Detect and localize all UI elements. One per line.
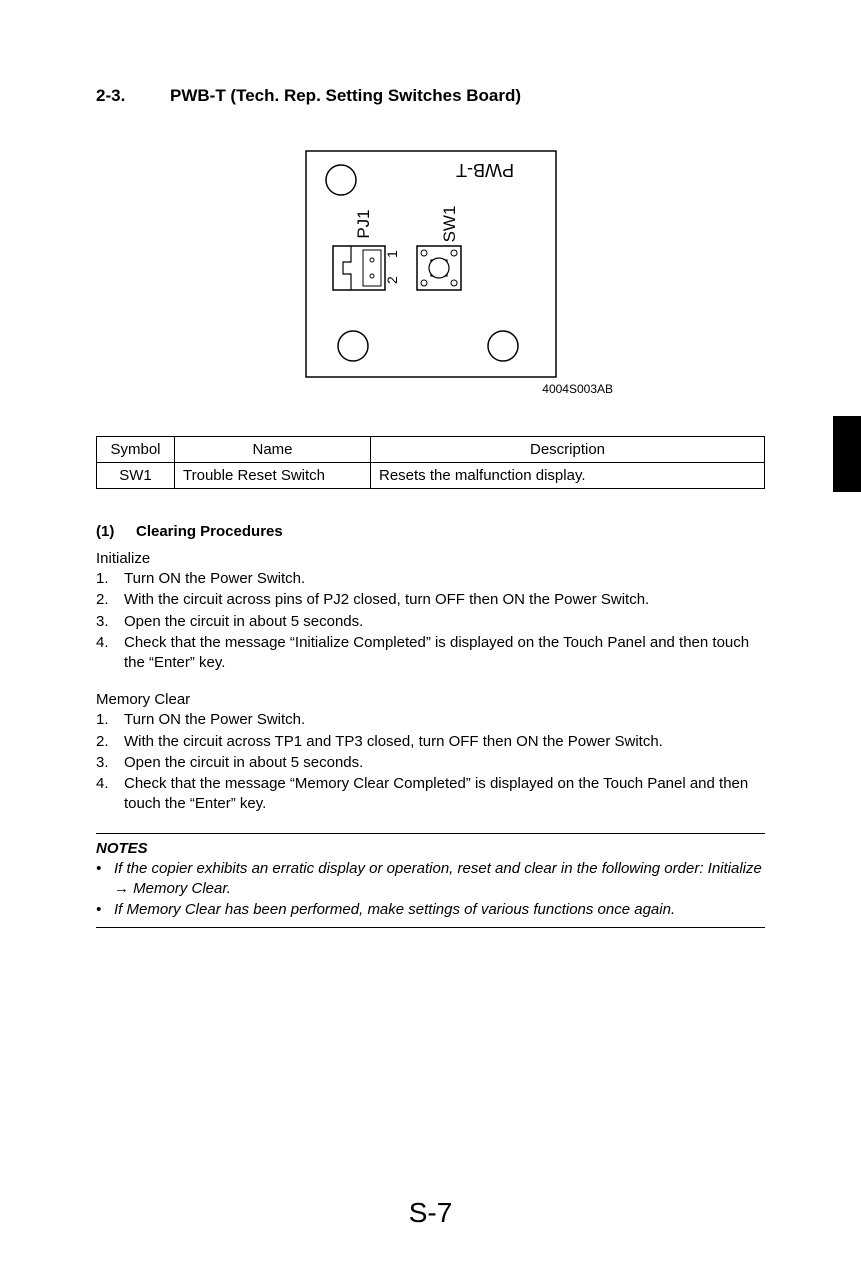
subheading: (1)Clearing Procedures (96, 523, 765, 540)
pj1-label-text: PJ1 (354, 209, 373, 238)
section-number: 2-3. (96, 86, 170, 106)
memory-clear-steps: 1.Turn ON the Power Switch. 2.With the c… (96, 710, 765, 814)
notes-list: •If the copier exhibits an erratic displ… (96, 859, 765, 921)
pj1-connector (333, 246, 385, 290)
list-item: 1.Turn ON the Power Switch. (96, 710, 765, 730)
note-text: If Memory Clear has been performed, make… (114, 901, 675, 918)
step-text: With the circuit across pins of PJ2 clos… (124, 591, 649, 608)
list-item: 1.Turn ON the Power Switch. (96, 569, 765, 589)
step-text: Open the circuit in about 5 seconds. (124, 754, 363, 771)
th-name: Name (175, 437, 371, 463)
board-label-text: PWB-T (456, 160, 514, 180)
note-text: If the copier exhibits an erratic displa… (114, 860, 762, 897)
pwb-t-svg: PWB-T PJ1 SW1 1 2 (305, 150, 557, 378)
initialize-steps: 1.Turn ON the Power Switch. 2.With the c… (96, 569, 765, 673)
list-item: 4.Check that the message “Initialize Com… (96, 633, 765, 674)
figure-code: 4004S003AB (542, 382, 613, 396)
list-item: 3.Open the circuit in about 5 seconds. (96, 753, 765, 773)
memory-clear-title: Memory Clear (96, 691, 765, 708)
section-title: PWB-T (Tech. Rep. Setting Switches Board… (170, 86, 521, 105)
page-content: 2-3.PWB-T (Tech. Rep. Setting Switches B… (0, 0, 861, 928)
list-item: 4.Check that the message “Memory Clear C… (96, 774, 765, 815)
subheading-title: Clearing Procedures (136, 523, 283, 540)
step-text: Turn ON the Power Switch. (124, 711, 305, 728)
sw1-switch (417, 246, 461, 290)
symbol-table: Symbol Name Description SW1 Trouble Rese… (96, 436, 765, 489)
section-heading: 2-3.PWB-T (Tech. Rep. Setting Switches B… (96, 86, 765, 106)
note-item: •If Memory Clear has been performed, mak… (96, 900, 765, 920)
td-name: Trouble Reset Switch (175, 463, 371, 489)
board-diagram: PWB-T PJ1 SW1 1 2 (96, 150, 765, 396)
list-item: 2.With the circuit across TP1 and TP3 cl… (96, 732, 765, 752)
th-symbol: Symbol (97, 437, 175, 463)
pin1-text: 1 (384, 250, 400, 258)
step-text: Open the circuit in about 5 seconds. (124, 613, 363, 630)
note-item: •If the copier exhibits an erratic displ… (96, 859, 765, 900)
initialize-title: Initialize (96, 550, 765, 567)
table-row: SW1 Trouble Reset Switch Resets the malf… (97, 463, 765, 489)
notes-block: NOTES •If the copier exhibits an erratic… (96, 833, 765, 929)
page-number: S-7 (0, 1197, 861, 1229)
subheading-number: (1) (96, 523, 136, 540)
step-text: Turn ON the Power Switch. (124, 570, 305, 587)
step-text: With the circuit across TP1 and TP3 clos… (124, 733, 663, 750)
pin2-text: 2 (384, 276, 400, 284)
th-description: Description (371, 437, 765, 463)
list-item: 2.With the circuit across pins of PJ2 cl… (96, 590, 765, 610)
td-symbol: SW1 (97, 463, 175, 489)
step-text: Check that the message “Initialize Compl… (124, 634, 749, 671)
sw1-label-text: SW1 (440, 206, 459, 243)
list-item: 3.Open the circuit in about 5 seconds. (96, 612, 765, 632)
side-tab (833, 416, 861, 492)
td-description: Resets the malfunction display. (371, 463, 765, 489)
notes-title: NOTES (96, 840, 765, 857)
step-text: Check that the message “Memory Clear Com… (124, 775, 748, 812)
